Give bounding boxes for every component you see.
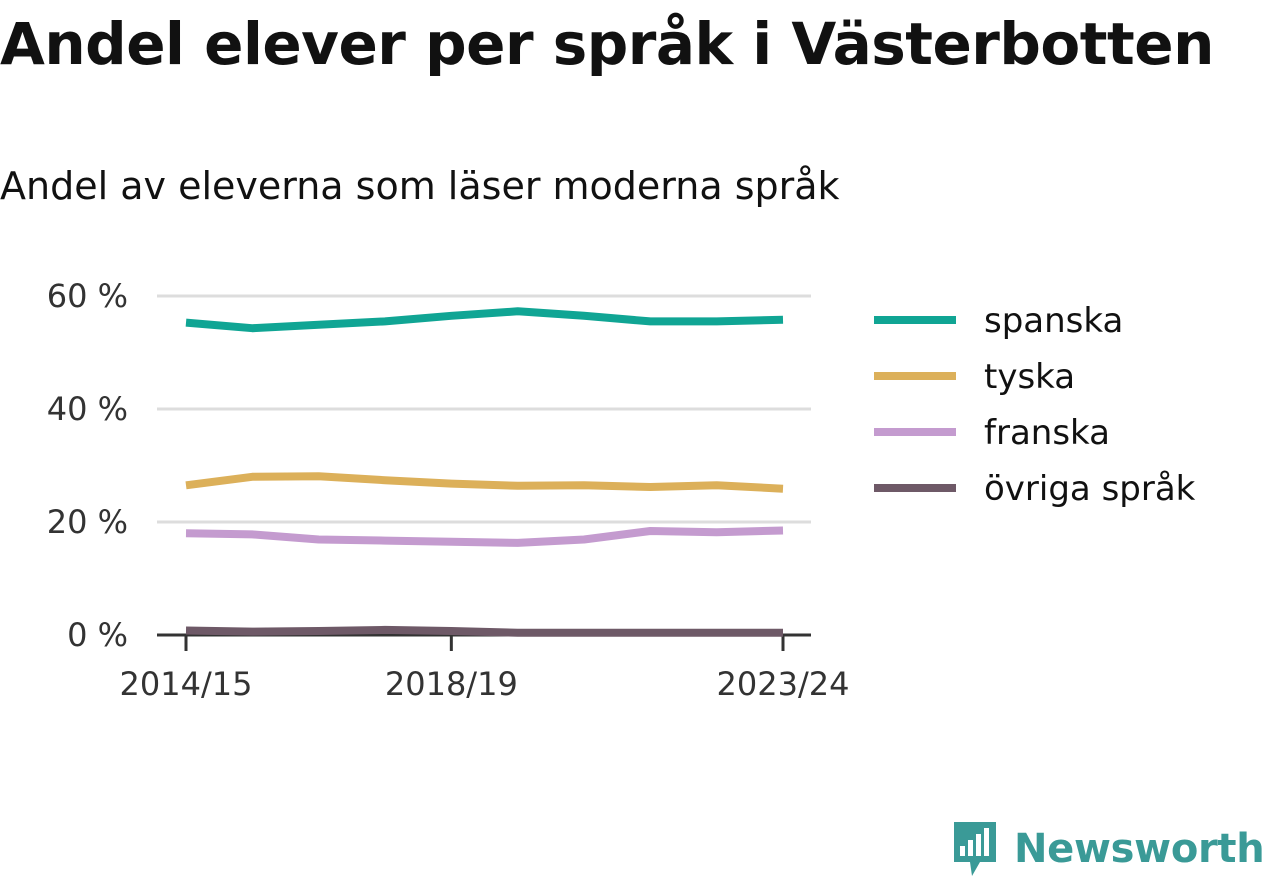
chart-subtitle: Andel av eleverna som läser moderna språ… xyxy=(0,164,840,208)
y-tick-label: 60 % xyxy=(47,277,128,315)
series-line-tyska xyxy=(185,472,784,493)
series-line-övriga-språk xyxy=(185,625,783,637)
y-tick-label: 20 % xyxy=(47,503,128,541)
y-axis-labels: 0 % 20 % 40 % 60 % xyxy=(47,277,128,654)
line-chart: 0 % 20 % 40 % 60 % 2014/15 2018/19 2023/24 sp… xyxy=(47,277,1196,703)
newsworthy-bar-chart-speech-bubble-icon xyxy=(954,822,996,876)
legend-label: franska xyxy=(984,413,1110,453)
gridlines xyxy=(157,294,811,524)
brand-logo: Newsworthy xyxy=(950,818,1262,880)
series-lines xyxy=(185,307,784,637)
x-axis: 2014/15 2018/19 2023/24 xyxy=(120,633,850,703)
y-tick-label: 0 % xyxy=(67,616,128,654)
x-tick-label: 2014/15 xyxy=(120,665,253,703)
legend: spanska tyska franska övriga språk xyxy=(874,301,1196,509)
series-line-franska xyxy=(185,526,784,547)
chart-title: Andel elever per språk i Västerbotten xyxy=(0,10,1214,78)
legend-label: övriga språk xyxy=(984,469,1196,509)
legend-label: tyska xyxy=(984,357,1075,397)
brand-name: Newsworthy xyxy=(1014,826,1262,872)
series-line-spanska xyxy=(185,307,784,333)
y-tick-label: 40 % xyxy=(47,390,128,428)
legend-label: spanska xyxy=(984,301,1123,341)
x-tick-label: 2023/24 xyxy=(717,665,850,703)
x-tick-label: 2018/19 xyxy=(385,665,518,703)
